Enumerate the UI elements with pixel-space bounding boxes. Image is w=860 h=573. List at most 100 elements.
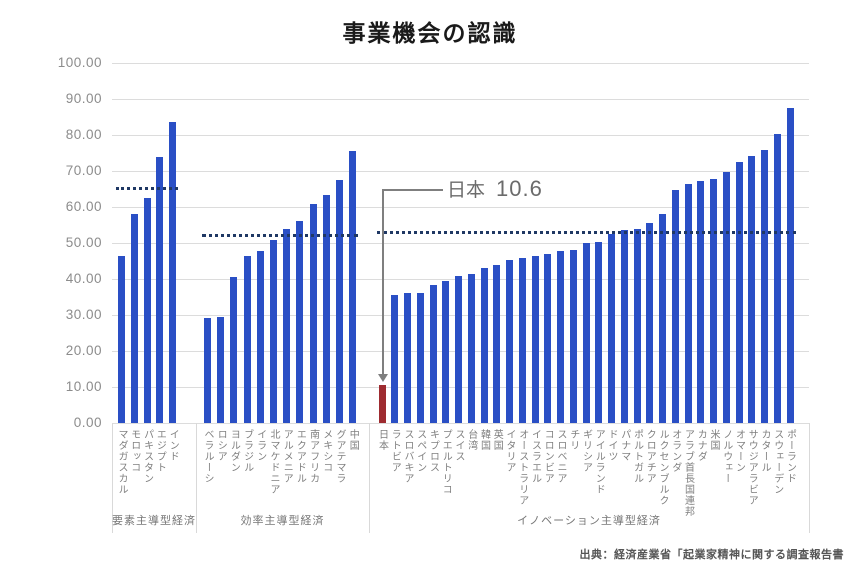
- country-label: イタリア: [504, 429, 515, 473]
- bar: [557, 250, 564, 423]
- bar: [455, 276, 462, 423]
- bar: [710, 178, 717, 423]
- country-label: ベラルーシ: [202, 429, 213, 484]
- country-label: オランダ: [669, 429, 681, 473]
- bar: [620, 229, 628, 423]
- bar: [429, 285, 437, 423]
- bar: [143, 198, 151, 423]
- country-label: スロバキア: [402, 429, 413, 484]
- country-label: ヨルダン: [228, 429, 240, 473]
- country-label: スイス: [453, 429, 464, 462]
- y-axis-tick-label: 80.00: [65, 127, 102, 142]
- group-average-line: [202, 234, 359, 238]
- country-label: モロッコ: [128, 429, 140, 473]
- bar: [130, 213, 138, 423]
- country-label: メキシコ: [320, 429, 332, 473]
- bar: [595, 242, 603, 423]
- country-label: エクアドル: [294, 429, 306, 484]
- group-separator: [369, 423, 370, 533]
- bar: [697, 181, 705, 423]
- gridline: [112, 423, 809, 424]
- bar: [659, 213, 666, 423]
- japan-annotation-value: 10.6: [496, 176, 543, 201]
- group-average-line: [376, 230, 796, 234]
- bar: [118, 255, 125, 423]
- bar: [684, 183, 692, 423]
- bar: [156, 156, 164, 423]
- country-label: アイルランド: [593, 429, 605, 495]
- country-label: 北マケドニア: [268, 429, 279, 495]
- country-label: サウジアラビア: [746, 429, 758, 506]
- country-label: キプロス: [427, 429, 439, 473]
- group-separator: [809, 423, 810, 533]
- country-label: ラトビア: [389, 429, 401, 473]
- country-label: マダガスカル: [116, 429, 127, 495]
- annotation-connector-horizontal: [382, 189, 443, 191]
- gridline: [112, 171, 809, 172]
- group-average-line: [116, 187, 179, 191]
- bar: [544, 254, 552, 423]
- bar: [169, 122, 177, 423]
- bar: [296, 221, 304, 423]
- country-label: クロアチア: [644, 429, 656, 484]
- bar: [270, 240, 277, 423]
- group-separator: [112, 423, 113, 533]
- country-label: 韓国: [478, 429, 490, 451]
- bar: [608, 234, 615, 423]
- country-label: パキスタン: [141, 429, 153, 484]
- y-axis-tick-label: 50.00: [65, 235, 102, 250]
- country-label: カタール: [759, 429, 770, 473]
- bar: [506, 259, 513, 423]
- bar: [204, 318, 211, 423]
- country-label: アルメニア: [281, 429, 293, 484]
- bar: [243, 255, 251, 423]
- bar: [322, 195, 330, 423]
- country-label: オマーン: [733, 429, 745, 473]
- annotation-connector-vertical: [382, 189, 384, 375]
- economy-group-label: 要素主導型経済: [112, 515, 196, 527]
- source-citation: 出典：経済産業省「起業家精神に関する調査報告書: [579, 549, 844, 561]
- bar: [467, 273, 475, 423]
- gridline: [112, 207, 809, 208]
- y-axis-tick-label: 70.00: [65, 163, 102, 178]
- group-separator: [196, 423, 197, 533]
- bar: [230, 276, 238, 423]
- bar: [493, 264, 501, 423]
- country-label: ドイツ: [606, 429, 617, 462]
- country-label: 台湾: [465, 429, 477, 451]
- bar: [283, 228, 291, 423]
- japan-annotation-label: 日本: [447, 180, 486, 201]
- y-axis-tick-label: 30.00: [65, 307, 102, 322]
- y-axis-tick-label: 20.00: [65, 343, 102, 358]
- country-label: インド: [167, 429, 179, 462]
- chart-title: 事業機会の認識: [342, 20, 518, 46]
- country-label: アラブ首長国連邦: [682, 429, 694, 517]
- y-axis-tick-label: 0.00: [73, 415, 102, 430]
- gridline: [112, 63, 809, 64]
- country-label: 英国: [491, 429, 503, 451]
- gridline: [112, 243, 809, 244]
- bar: [217, 317, 225, 423]
- country-label: ブラジル: [241, 429, 253, 473]
- y-axis-tick-label: 100.00: [57, 55, 102, 70]
- bar: [761, 150, 768, 423]
- bar: [722, 172, 730, 423]
- country-label: 南アフリカ: [307, 429, 319, 484]
- country-label: スロベニア: [555, 429, 566, 484]
- bar: [735, 162, 743, 423]
- y-axis-tick-label: 90.00: [65, 91, 102, 106]
- country-label: ルクセンブルク: [657, 429, 668, 506]
- bar: [786, 108, 794, 423]
- country-label: チリ: [567, 429, 579, 451]
- bar: [391, 295, 399, 423]
- japan-annotation: 日本 10.6: [447, 175, 543, 202]
- country-label: カナダ: [695, 429, 707, 462]
- country-label: コロンビア: [542, 429, 554, 484]
- bar: [633, 228, 641, 423]
- country-label: イスラエル: [529, 429, 541, 484]
- bar: [518, 258, 526, 423]
- bar: [256, 250, 264, 423]
- bar: [404, 292, 411, 423]
- y-axis-tick-label: 40.00: [65, 271, 102, 286]
- bar: [582, 243, 590, 423]
